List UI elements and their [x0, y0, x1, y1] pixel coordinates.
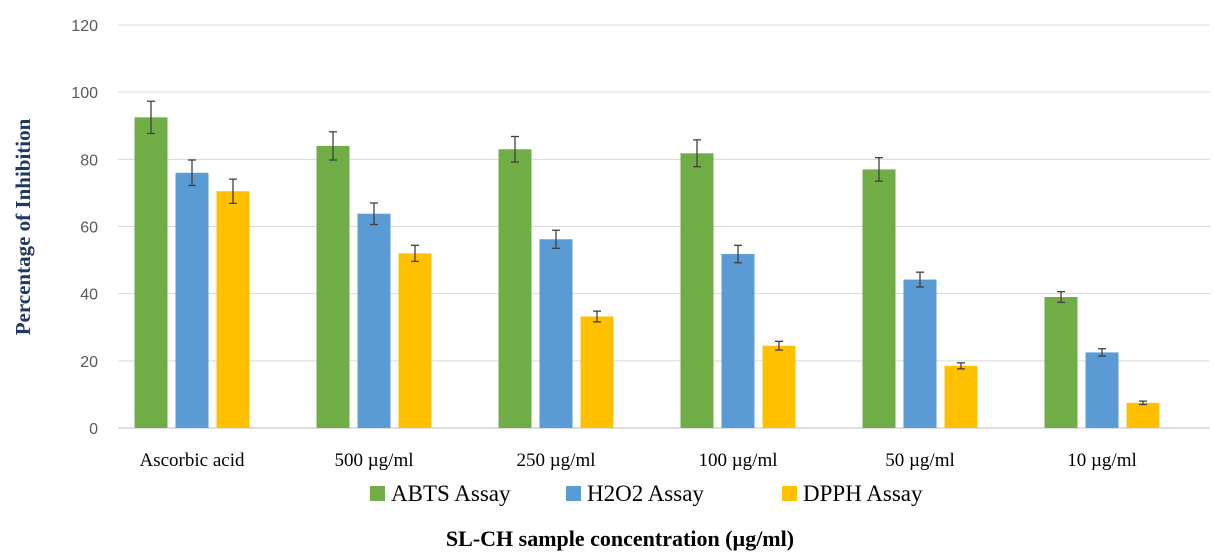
bar	[316, 145, 350, 428]
bar	[580, 316, 614, 428]
bar	[680, 153, 714, 428]
bar	[539, 239, 573, 428]
bar	[862, 169, 896, 429]
y-tick-label: 80	[80, 152, 98, 169]
legend-swatch	[370, 486, 385, 501]
legend-label: ABTS Assay	[391, 481, 511, 506]
x-axis-label: SL-CH sample concentration (µg/ml)	[446, 526, 794, 551]
gridlines	[118, 24, 1210, 429]
y-tick-label: 40	[80, 287, 98, 304]
category-label: 100 µg/ml	[698, 450, 777, 471]
bar	[216, 191, 250, 428]
category-label: 50 µg/ml	[885, 450, 955, 471]
y-tick-label: 100	[71, 85, 98, 102]
y-tick-label: 20	[80, 354, 98, 371]
bar	[721, 254, 755, 428]
legend-label: H2O2 Assay	[587, 481, 704, 506]
category-label: 250 µg/ml	[516, 450, 595, 471]
bar	[398, 253, 432, 428]
bar	[1085, 352, 1119, 428]
legend-swatch	[782, 486, 797, 501]
bar	[1126, 402, 1160, 428]
category-label: 10 µg/ml	[1067, 450, 1137, 471]
bar	[1044, 297, 1078, 428]
y-axis-ticks: 0 20 40 60 80 100 120	[71, 18, 98, 438]
bar	[498, 149, 532, 428]
y-axis-label: Percentage of Inhibition	[11, 118, 35, 335]
legend-label: DPPH Assay	[803, 481, 923, 506]
y-tick-label: 120	[71, 18, 98, 35]
bar	[903, 279, 937, 428]
category-label: Ascorbic acid	[140, 450, 245, 471]
bar	[134, 117, 168, 429]
bar	[944, 365, 978, 428]
legend-swatch	[566, 486, 581, 501]
bars	[134, 100, 1160, 429]
y-tick-label: 0	[89, 421, 98, 438]
legend: ABTS Assay H2O2 Assay DPPH Assay	[370, 481, 923, 506]
bar	[175, 172, 209, 428]
x-axis-categories: Ascorbic acid 500 µg/ml 250 µg/ml 100 µg/ml…	[140, 450, 1137, 471]
y-tick-label: 60	[80, 220, 98, 237]
bar	[357, 213, 391, 428]
category-label: 500 µg/ml	[334, 450, 413, 471]
bar	[762, 345, 796, 428]
